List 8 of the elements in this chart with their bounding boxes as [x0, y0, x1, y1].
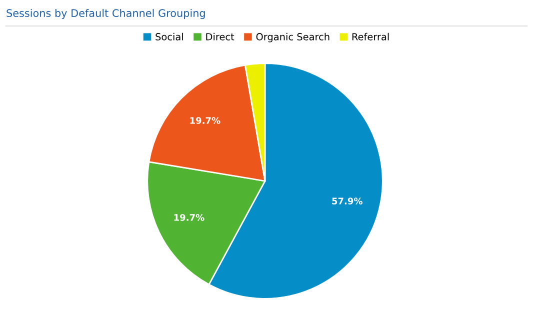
legend-label: Organic Search	[256, 32, 330, 42]
data-label: 57.9%	[332, 198, 362, 204]
chart-title: Sessions by Default Channel Grouping	[6, 8, 205, 20]
data-label: 19.7%	[190, 117, 220, 124]
legend-label: Referral	[352, 32, 389, 40]
legend-label: Social	[156, 32, 183, 40]
legend-label: Direct	[206, 32, 234, 40]
data-label: 19.7%	[174, 214, 204, 221]
